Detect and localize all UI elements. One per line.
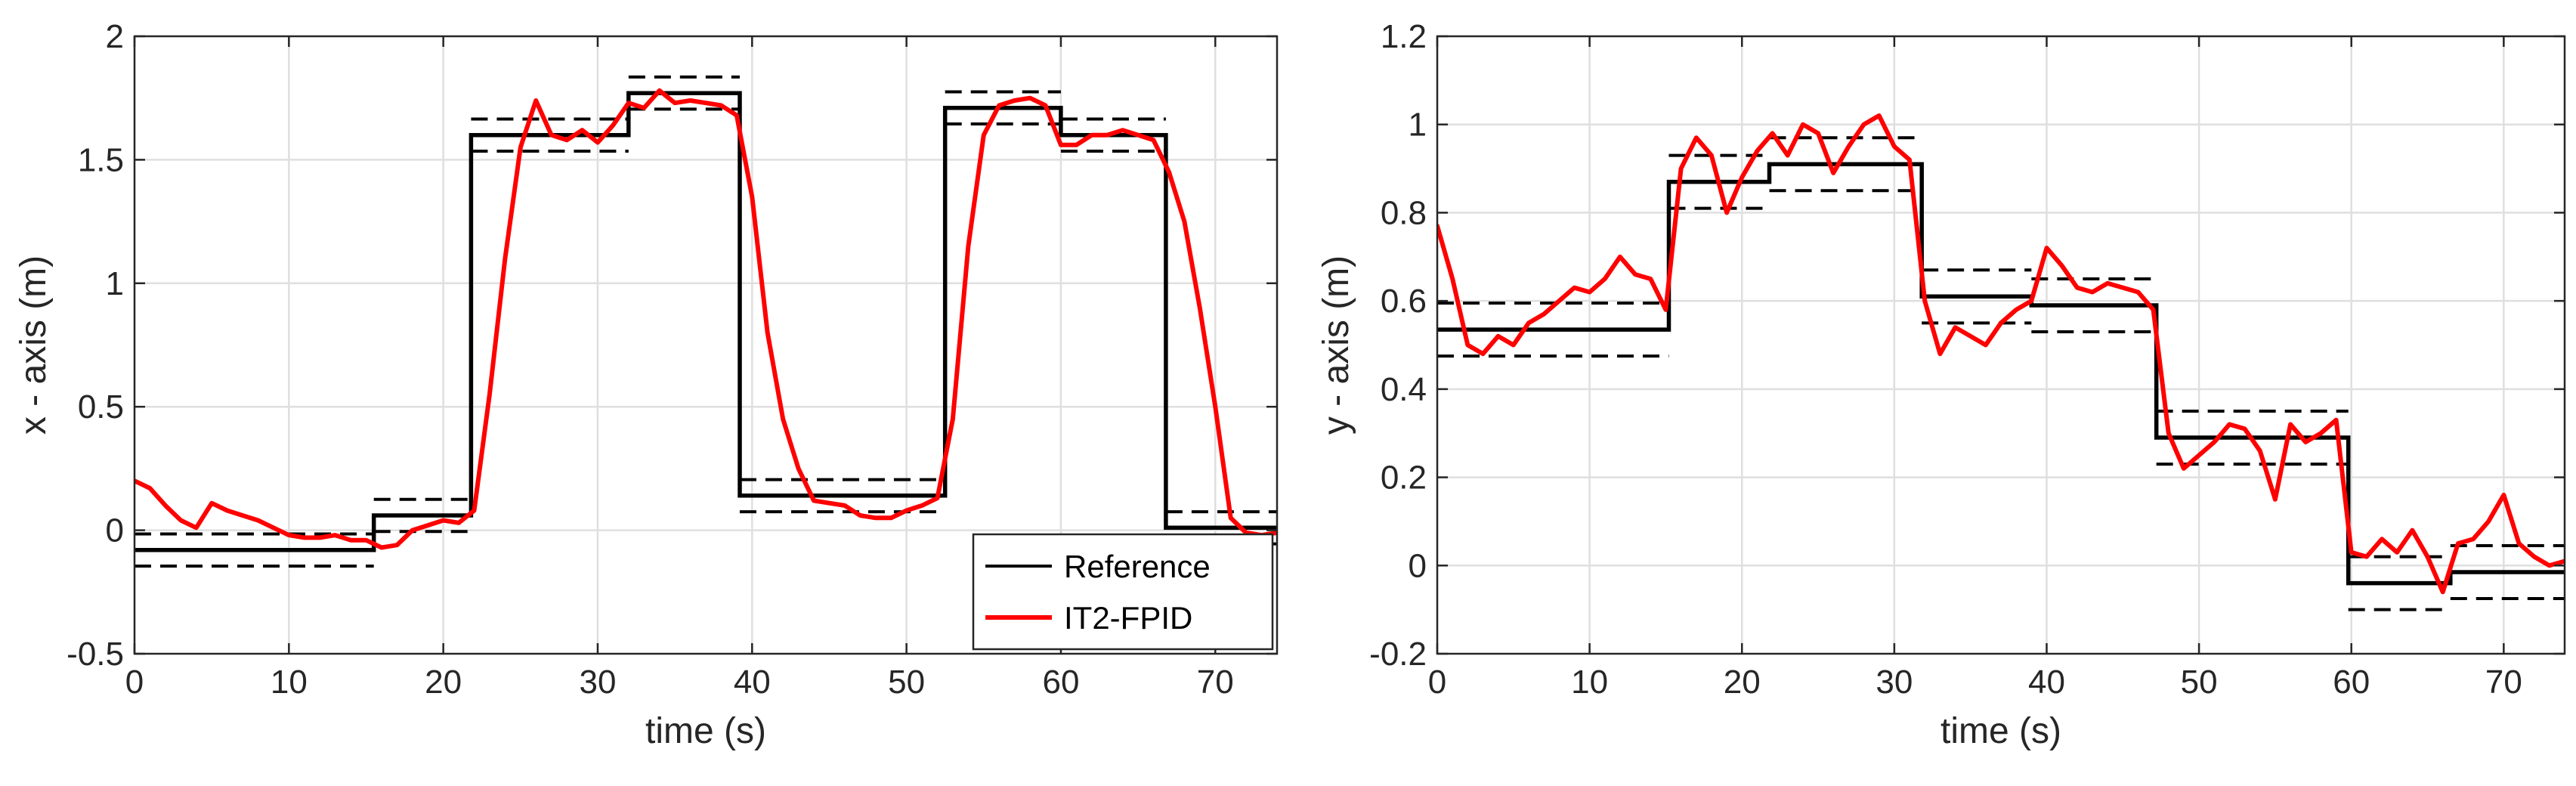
x-tick-label: 60 [1042,664,1079,701]
axes-box [133,35,1279,655]
x-tick-label: 70 [1197,664,1234,701]
legend-box [972,533,1274,651]
x-tick-label: 70 [2485,664,2522,701]
x-tick-label: 20 [1724,664,1761,701]
y-tick-label: 0 [106,512,124,549]
y-tick-label: 1 [106,265,124,302]
y-axis-title: y - axis (m) [1316,255,1356,435]
plot-area [1437,36,2565,654]
x-tick-label: 20 [425,664,462,701]
x-tick-label: 30 [1876,664,1913,701]
x-axis-title: time (s) [645,711,766,751]
y-tick-label: 0.6 [1381,283,1427,320]
data-layer [1437,113,2565,611]
y-tick-label: 0.4 [1381,371,1427,408]
legend: Reference IT2-FPID [972,533,1274,651]
y-axis-tracking-chart: 0 10 20 30 40 50 60 70-0.200.20.40.60.811.2time… [1316,18,2566,751]
legend-label: Reference [1064,549,1211,584]
x-tick-label: 60 [2333,664,2370,701]
x-tick-label: 50 [2181,664,2218,701]
y-tick-label: 1.5 [78,141,124,178]
x-tick-label: 40 [734,664,771,701]
x-tick-label: 0 [125,664,144,701]
x-tick-label: 50 [888,664,925,701]
y-tick-label: 0.2 [1381,460,1427,497]
y-tick-label: 1 [1409,107,1427,144]
axes-box [1436,35,2566,655]
y-tick-label: 0 [1409,547,1427,584]
x-axis-title: time (s) [1941,711,2061,751]
y-tick-label: -0.5 [66,636,124,673]
y-tick-label: 1.2 [1381,18,1427,55]
y-tick-label: 2 [106,18,124,55]
x-tick-label: 10 [1571,664,1608,701]
x-tick-label: 0 [1428,664,1446,701]
y-tick-label: -0.2 [1369,636,1427,673]
x-tick-label: 30 [579,664,616,701]
y-tick-label: 0.5 [78,388,124,425]
x-tick-label: 40 [2028,664,2065,701]
y-tick-label: 0.8 [1381,194,1427,231]
legend-label: IT2-FPID [1064,600,1192,636]
x-tick-label: 10 [271,664,308,701]
y-axis-title: x - axis (m) [14,255,54,435]
